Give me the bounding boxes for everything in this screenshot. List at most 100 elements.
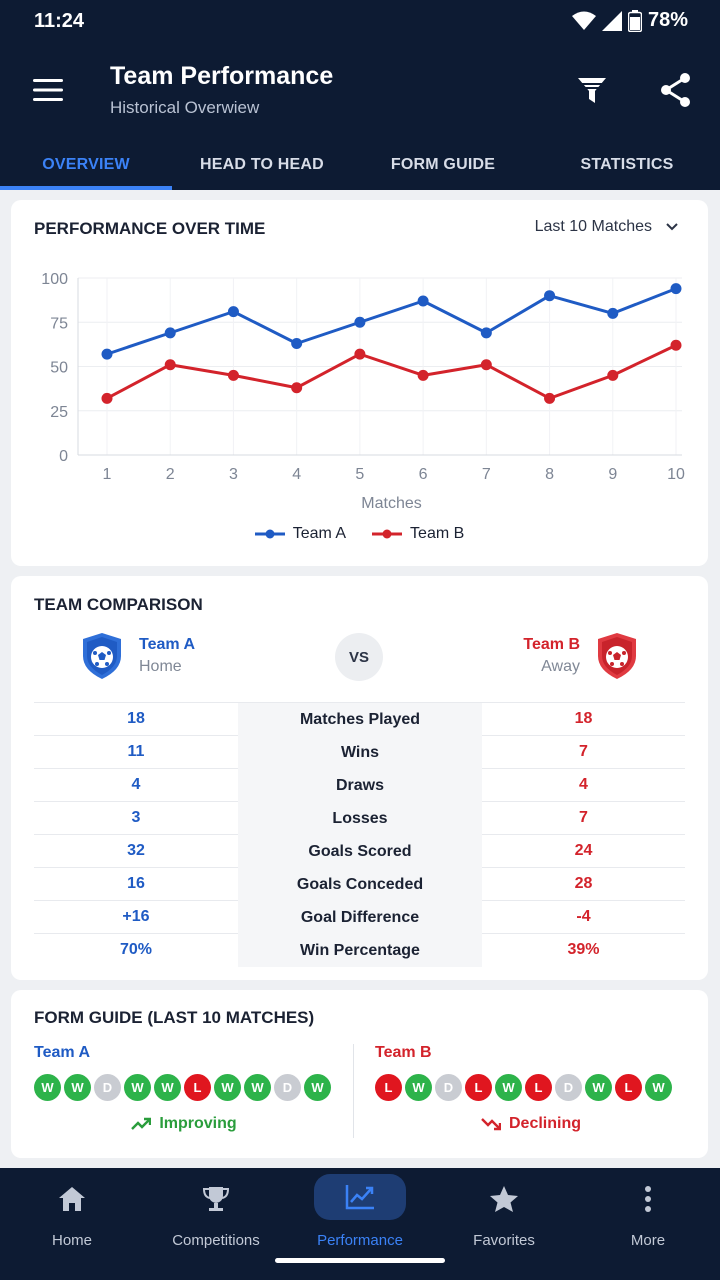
team-b-result-chip: W xyxy=(495,1074,522,1101)
share-button[interactable] xyxy=(656,70,696,110)
stat-team-a: 70% xyxy=(119,941,153,958)
stat-label: Goal Difference xyxy=(238,900,482,934)
x-tick-label: 7 xyxy=(482,466,491,483)
page-subtitle: Historical Overwiew xyxy=(110,98,260,117)
stat-team-a: 4 xyxy=(131,776,141,793)
series-line-team-a xyxy=(106,287,677,356)
team-comparison-card: TEAM COMPARISON Team A Home VS Team B Aw… xyxy=(11,576,708,980)
tab-head-to-head[interactable]: HEAD TO HEAD xyxy=(200,156,324,173)
team-a-result-chip: D xyxy=(274,1074,301,1101)
trending-up-icon xyxy=(131,1117,152,1130)
team-b-name: Team B xyxy=(523,636,580,653)
home-indicator[interactable] xyxy=(275,1258,445,1263)
stat-team-a: 18 xyxy=(127,710,145,727)
wifi-icon xyxy=(571,11,596,30)
team-a-header: Team A Home xyxy=(81,632,195,680)
data-point-team-a xyxy=(164,327,176,339)
team-a-result-chip: W xyxy=(154,1074,181,1101)
tab-statistics[interactable]: STATISTICS xyxy=(580,156,674,173)
legend-label-team-b: Team B xyxy=(410,525,465,542)
form-team-a-name: Team A xyxy=(34,1044,91,1061)
team-b-result-chip: D xyxy=(555,1074,582,1101)
filter-button[interactable] xyxy=(572,70,612,110)
performance-chart: 0 25 50 75 100 1 2 3 4 5 6 7 8 9 10 Matches xyxy=(41,271,685,512)
data-point-team-b xyxy=(101,392,113,404)
performance-title: PERFORMANCE OVER TIME xyxy=(34,219,266,238)
team-b-result-chip: W xyxy=(405,1074,432,1101)
nav-performance[interactable]: Performance xyxy=(288,1168,432,1268)
team-a-result-chip: W xyxy=(64,1074,91,1101)
legend-swatch-team-b xyxy=(372,529,403,539)
legend-label-team-a: Team A xyxy=(292,525,347,542)
team-b-badge-icon xyxy=(598,633,636,679)
team-b-result-chip: W xyxy=(585,1074,612,1101)
stat-label: Wins xyxy=(238,735,482,769)
team-b-role: Away xyxy=(541,658,580,675)
data-point-team-a xyxy=(544,290,556,302)
x-tick-label: 1 xyxy=(103,466,112,483)
y-tick-label: 75 xyxy=(50,315,68,332)
page-title: Team Performance xyxy=(110,62,334,90)
x-tick-label: 8 xyxy=(545,466,554,483)
status-time: 11:24 xyxy=(34,10,85,32)
team-a-result-chip: W xyxy=(34,1074,61,1101)
nav-home-label: Home xyxy=(51,1232,92,1249)
tab-overview[interactable]: OVERVIEW xyxy=(0,140,172,190)
performance-card: PERFORMANCE OVER TIME Last 10 Matches 0 2… xyxy=(11,200,708,566)
menu-icon xyxy=(33,79,63,101)
stat-label: Draws xyxy=(238,768,482,802)
stat-team-b: 18 xyxy=(574,710,593,727)
team-a-result-chip: W xyxy=(124,1074,151,1101)
table-row: 3 Losses 7 xyxy=(34,801,685,835)
y-tick-label: 50 xyxy=(50,360,68,377)
data-point-team-a xyxy=(291,337,303,349)
trophy-icon xyxy=(202,1187,230,1211)
data-point-team-b xyxy=(164,359,176,371)
nav-more[interactable]: More xyxy=(576,1168,720,1268)
range-dropdown[interactable]: Last 10 Matches xyxy=(535,218,678,236)
tab-form-guide[interactable]: FORM GUIDE xyxy=(390,156,496,173)
nav-home[interactable]: Home xyxy=(0,1168,144,1268)
table-row: 32 Goals Scored 24 xyxy=(34,834,685,868)
stat-team-b: 7 xyxy=(579,743,588,760)
comparison-table: 18 Matches Played 18 11 Wins 7 4 Draws 4… xyxy=(34,702,685,967)
team-a-badge-icon xyxy=(83,633,121,679)
nav-performance-icon-wrap xyxy=(314,1174,406,1220)
team-a-result-chip: L xyxy=(184,1074,211,1101)
stat-team-a: 32 xyxy=(127,842,145,859)
data-point-team-a xyxy=(480,327,492,339)
x-tick-label: 9 xyxy=(608,466,617,483)
tab-bar: OVERVIEW HEAD TO HEAD FORM GUIDE STATIST… xyxy=(0,140,720,190)
stat-team-b: 28 xyxy=(574,875,593,892)
nav-performance-label: Performance xyxy=(317,1232,403,1249)
form-team-a-trend-label: Improving xyxy=(159,1115,237,1132)
menu-button[interactable] xyxy=(28,70,68,110)
data-point-team-b xyxy=(354,348,366,360)
y-tick-label: 100 xyxy=(41,271,68,288)
data-point-team-a xyxy=(101,348,113,360)
bottom-navigation: Home Competitions Performance Favorites … xyxy=(0,1168,720,1280)
data-point-team-b xyxy=(480,359,492,371)
nav-competitions[interactable]: Competitions xyxy=(144,1168,288,1268)
star-icon xyxy=(490,1186,518,1212)
data-point-team-b xyxy=(670,339,682,351)
data-point-team-b xyxy=(544,392,556,404)
legend-swatch-team-a xyxy=(254,529,285,539)
data-point-team-a xyxy=(354,316,366,328)
x-tick-label: 4 xyxy=(292,466,301,483)
nav-favorites-label: Favorites xyxy=(473,1232,535,1249)
x-tick-label: 3 xyxy=(229,466,238,483)
team-b-result-chip: W xyxy=(645,1074,672,1101)
x-tick-label: 10 xyxy=(667,466,685,483)
signal-icon xyxy=(601,10,622,31)
team-a-result-chip: W xyxy=(244,1074,271,1101)
status-bar: 11:24 78% xyxy=(0,0,720,44)
nav-favorites[interactable]: Favorites xyxy=(432,1168,576,1268)
data-point-team-a xyxy=(417,295,429,307)
nav-more-label: More xyxy=(630,1232,666,1249)
share-icon xyxy=(661,73,690,107)
